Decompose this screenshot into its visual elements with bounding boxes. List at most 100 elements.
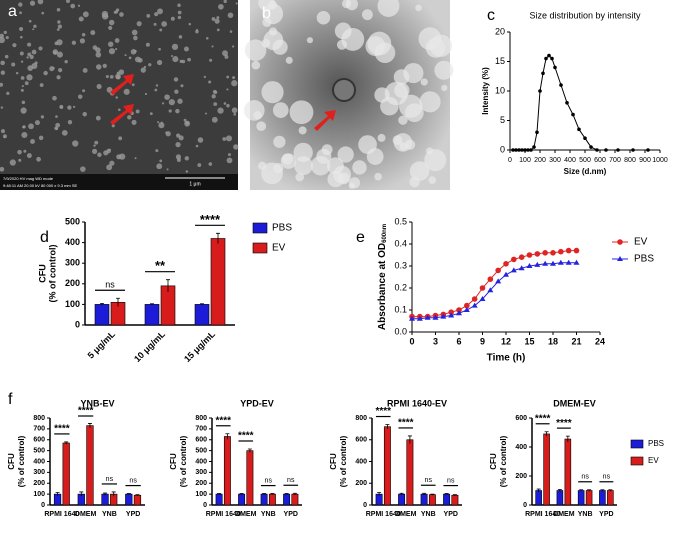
info-line: 7/9/2020 HV mag WD mode [3,176,54,181]
y-tick-label: 200 [355,480,367,487]
particle [96,64,102,70]
particle [109,160,115,166]
particle [208,80,212,84]
y-tick-label: 800 [33,415,45,422]
x-tick-label: 9 [480,336,485,346]
legend-swatch [252,242,268,254]
y-tick-label: 0 [41,502,45,509]
info-line: 9:48:11 AM 20.00 kV 80 000 x 9.3 mm SE [3,183,78,188]
error-bar [557,488,562,492]
stain-spot [261,81,284,104]
y-tick-label: 700 [33,426,45,433]
legend-marker [617,239,623,245]
particle [115,96,118,99]
stain-spot [289,100,314,125]
stain-spot [316,10,331,25]
particle [101,10,109,18]
particle [113,11,117,14]
point [529,148,533,152]
particle [161,21,168,27]
particle [64,59,68,64]
particle [19,51,24,56]
point [595,148,599,152]
particle [225,135,233,142]
y-tick-label: 20 [495,26,505,36]
bar [94,304,110,326]
stain-spot [419,91,441,113]
particle [24,81,29,86]
particle [213,102,218,106]
point [463,307,470,312]
y-tick-label: 500 [65,216,80,226]
legend-swatch [252,222,268,234]
y-tick-label: 800 [195,415,207,422]
x-tick-label: 100 [519,157,531,164]
particle [171,43,179,50]
y-tick-label: 500 [195,447,207,454]
bar [398,493,406,506]
x-tick-label: DMEM [235,511,257,518]
y-axis-label: (% of control) [339,435,348,487]
particle [0,82,4,87]
particle [53,51,57,55]
particle [18,2,23,7]
x-tick-label: YPD [126,511,140,518]
particle [108,48,116,55]
bar [144,304,160,326]
particle [174,89,179,94]
particle [20,76,25,80]
error-bar [444,493,449,495]
significance-label: ns [581,474,589,481]
particle [34,61,38,65]
y-tick-label: 0.3 [394,260,407,270]
error-bar [103,492,108,496]
y-tick-label: 200 [195,480,207,487]
point [544,56,548,61]
error-bar [64,441,69,445]
particle [12,43,17,48]
x-tick-label: 5 μg/mL [86,329,118,361]
particle [128,56,132,60]
particle [214,90,218,94]
particle [39,83,44,87]
y-tick-label: 600 [515,415,527,422]
significance-label: ns [105,280,115,290]
bar [443,493,451,506]
particle [65,0,70,3]
y-tick-label: 700 [195,426,207,433]
particle [72,105,76,109]
bar [535,490,542,506]
particle [23,149,27,153]
particle [154,12,159,17]
point [409,315,415,321]
x-tick-label: 300 [549,157,561,164]
particle [20,60,24,63]
particle [55,115,58,118]
particle [123,88,130,95]
bar [210,238,226,326]
error-bar [166,279,170,293]
error-bar [239,493,244,495]
particle [38,46,43,51]
point [550,250,556,256]
stain-spot [377,0,400,17]
point [523,148,527,152]
chart-title: YNB-EV [80,398,114,408]
stain-spot [361,9,373,21]
bar [223,436,231,506]
particle [119,12,124,17]
particle [223,0,227,4]
particle [205,36,209,40]
particle [233,112,237,116]
stain-spot [337,146,354,163]
particle [108,19,115,26]
stain-spot [399,142,408,151]
particle [197,137,204,143]
stain-spot [251,60,261,70]
y-axis-label: CFU [489,453,498,470]
y-tick-label: 300 [65,258,80,268]
point [510,267,517,273]
bar [383,426,391,506]
particle [0,106,4,109]
